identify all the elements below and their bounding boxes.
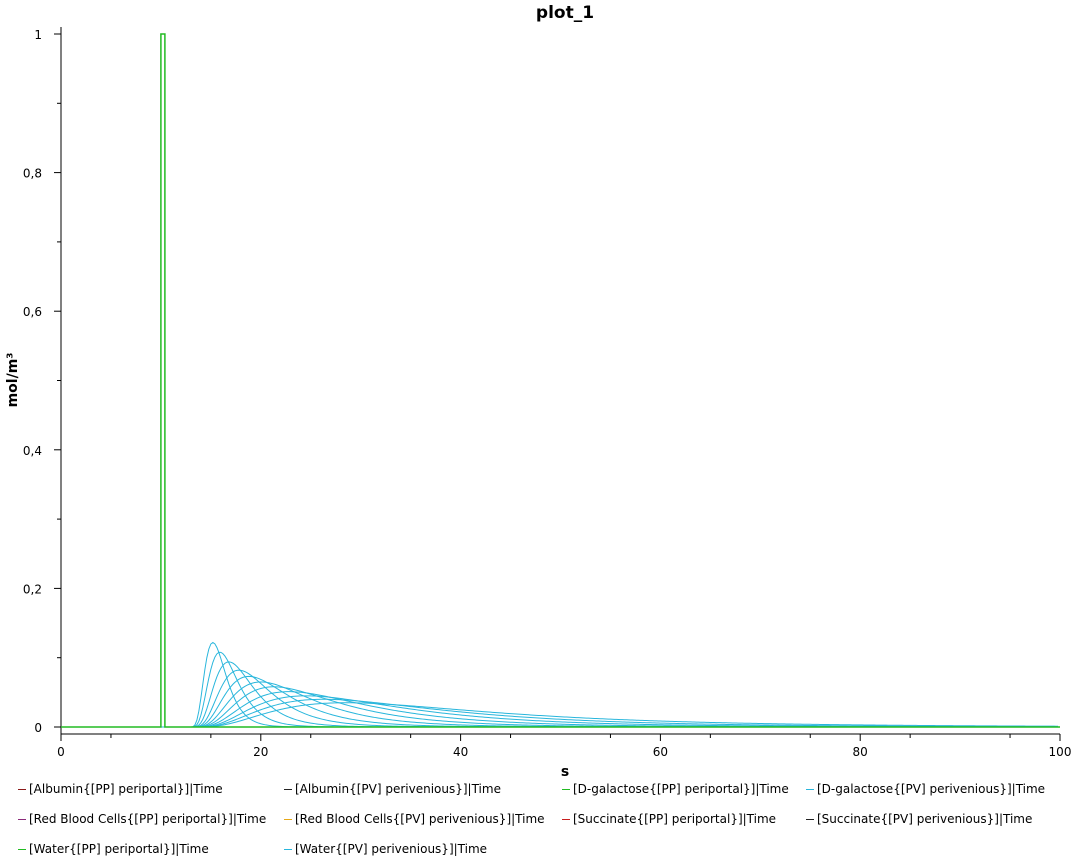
y-tick-label: 0,8 xyxy=(23,167,42,181)
legend-label: [Red Blood Cells{[PV] perivenious}]|Time xyxy=(295,812,545,826)
legend-swatch xyxy=(284,788,292,790)
legend-item[interactable]: [D-galactose{[PP] periportal}]|Time xyxy=(562,782,789,796)
x-tick-label: 40 xyxy=(453,745,468,759)
legend: [Albumin{[PP] periportal}]|Time [Albumin{… xyxy=(0,778,1072,864)
legend-swatch xyxy=(284,848,292,850)
legend-label: [D-galactose{[PP] periportal}]|Time xyxy=(573,782,789,796)
pv-curve-5 xyxy=(61,681,1058,728)
legend-label: [Succinate{[PV] perivenious}]|Time xyxy=(817,812,1033,826)
legend-item[interactable]: [Succinate{[PP] periportal}]|Time xyxy=(562,812,776,826)
pv-curve-9 xyxy=(61,698,1058,728)
legend-swatch xyxy=(18,848,26,850)
legend-swatch xyxy=(562,818,570,820)
x-tick-label: 0 xyxy=(57,745,65,759)
legend-item[interactable]: [Albumin{[PP] periportal}]|Time xyxy=(18,782,223,796)
y-tick-label: 0,4 xyxy=(23,444,42,458)
legend-item[interactable]: [Water{[PP] periportal}]|Time xyxy=(18,842,209,856)
legend-swatch xyxy=(284,818,292,820)
pv-curve-10 xyxy=(61,702,1059,728)
x-tick-label: 100 xyxy=(1049,745,1072,759)
pv-curve-1 xyxy=(61,651,1058,728)
legend-item[interactable]: [Red Blood Cells{[PV] perivenious}]|Time xyxy=(284,812,545,826)
legend-label: [Red Blood Cells{[PP] periportal}]|Time xyxy=(29,812,267,826)
chart-title: plot_1 xyxy=(536,3,594,23)
legend-item[interactable]: [Red Blood Cells{[PP] periportal}]|Time xyxy=(18,812,266,826)
pulse-line xyxy=(61,33,1060,728)
x-tick-label: 80 xyxy=(853,745,868,759)
y-tick-label: 0,6 xyxy=(23,305,42,319)
legend-label: [Water{[PV] perivenious}]|Time xyxy=(295,842,488,856)
pv-curve-0 xyxy=(61,641,1058,728)
legend-swatch xyxy=(562,788,570,790)
legend-label: [Succinate{[PP] periportal}]|Time xyxy=(573,812,777,826)
legend-item[interactable]: [D-galactose{[PV] perivenious}]|Time xyxy=(806,782,1045,796)
y-tick-label: 1 xyxy=(34,28,42,42)
chart: plot_1 mol/m³ s 0 20 40 60 80 100 0 0,2 0,4 0,6 0,… xyxy=(5,3,1072,778)
legend-label: [D-galactose{[PV] perivenious}]|Time xyxy=(817,782,1046,796)
x-tick-label: 60 xyxy=(653,745,668,759)
legend-label: [Water{[PP] periportal}]|Time xyxy=(29,842,209,856)
legend-item[interactable]: [Albumin{[PV] perivenious}]|Time xyxy=(284,782,501,796)
legend-swatch xyxy=(18,788,26,790)
legend-item[interactable]: [Water{[PV] perivenious}]|Time xyxy=(284,842,487,856)
legend-label: [Albumin{[PP] periportal}]|Time xyxy=(29,782,223,796)
pv-curve-6 xyxy=(61,686,1058,728)
legend-swatch xyxy=(18,818,26,820)
y-tick-label: 0 xyxy=(34,721,42,735)
legend-item[interactable]: [Succinate{[PV] perivenious}]|Time xyxy=(806,812,1032,826)
legend-swatch xyxy=(806,818,814,820)
x-tick-label: 20 xyxy=(253,745,268,759)
y-tick-label: 0,2 xyxy=(23,582,42,596)
legend-label: [Albumin{[PV] perivenious}]|Time xyxy=(295,782,501,796)
y-axis-label: mol/m³ xyxy=(5,353,21,408)
legend-swatch xyxy=(806,788,814,790)
x-axis-label: s xyxy=(561,764,569,778)
